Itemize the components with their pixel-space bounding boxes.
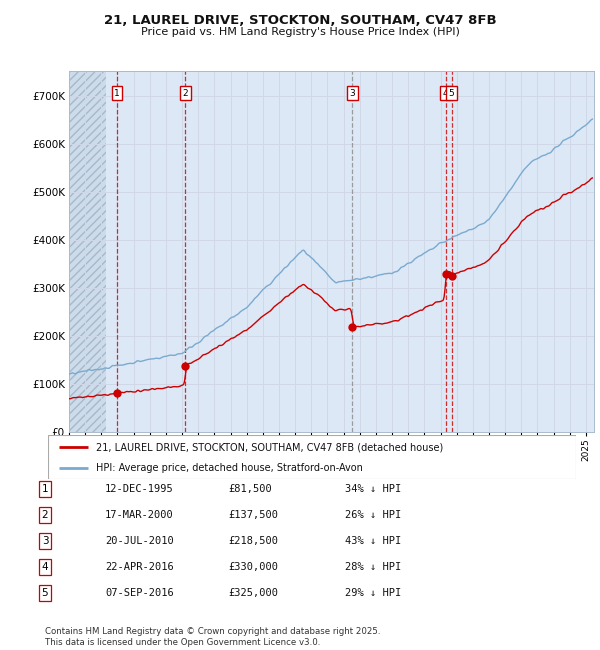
Text: 07-SEP-2016: 07-SEP-2016 [105,588,174,598]
Text: 12-DEC-1995: 12-DEC-1995 [105,484,174,494]
Text: 34% ↓ HPI: 34% ↓ HPI [345,484,401,494]
Text: 20-JUL-2010: 20-JUL-2010 [105,536,174,546]
Text: 5: 5 [41,588,49,598]
Text: 4: 4 [41,562,49,572]
Text: 26% ↓ HPI: 26% ↓ HPI [345,510,401,520]
Bar [69,72,106,432]
Text: 1: 1 [41,484,49,494]
Text: Contains HM Land Registry data © Crown copyright and database right 2025.
This d: Contains HM Land Registry data © Crown c… [45,627,380,647]
Text: £218,500: £218,500 [228,536,278,546]
Text: 4: 4 [443,88,448,98]
Text: 2: 2 [41,510,49,520]
Text: 1: 1 [114,88,119,98]
Text: 17-MAR-2000: 17-MAR-2000 [105,510,174,520]
Text: £137,500: £137,500 [228,510,278,520]
Text: 28% ↓ HPI: 28% ↓ HPI [345,562,401,572]
Text: Price paid vs. HM Land Registry's House Price Index (HPI): Price paid vs. HM Land Registry's House … [140,27,460,37]
Text: £330,000: £330,000 [228,562,278,572]
Text: 2: 2 [182,88,188,98]
Text: 5: 5 [449,88,454,98]
Text: £81,500: £81,500 [228,484,272,494]
Text: £325,000: £325,000 [228,588,278,598]
Text: 3: 3 [41,536,49,546]
Text: 22-APR-2016: 22-APR-2016 [105,562,174,572]
Text: 29% ↓ HPI: 29% ↓ HPI [345,588,401,598]
Text: 3: 3 [350,88,355,98]
Text: 43% ↓ HPI: 43% ↓ HPI [345,536,401,546]
Text: 21, LAUREL DRIVE, STOCKTON, SOUTHAM, CV47 8FB (detached house): 21, LAUREL DRIVE, STOCKTON, SOUTHAM, CV4… [95,442,443,452]
Text: 21, LAUREL DRIVE, STOCKTON, SOUTHAM, CV47 8FB: 21, LAUREL DRIVE, STOCKTON, SOUTHAM, CV4… [104,14,496,27]
Text: HPI: Average price, detached house, Stratford-on-Avon: HPI: Average price, detached house, Stra… [95,463,362,473]
